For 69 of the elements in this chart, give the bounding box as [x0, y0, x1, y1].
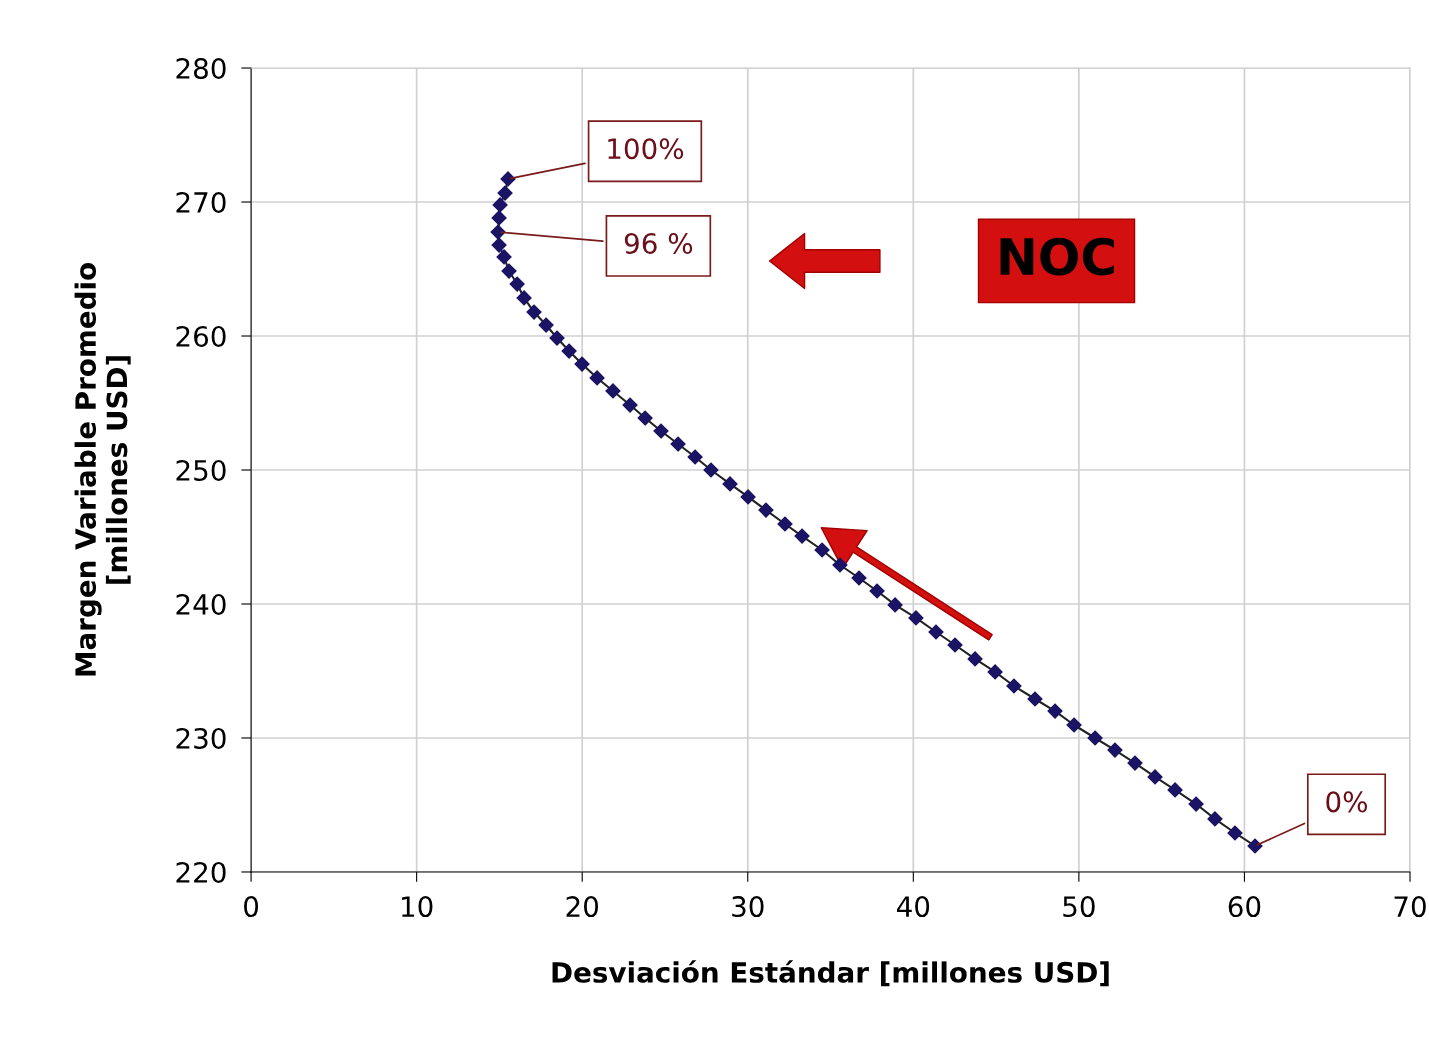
y-tick-label: 240 — [176, 593, 226, 615]
annotation: 100% — [608, 138, 684, 160]
point — [1087, 730, 1103, 746]
x-tick-label: 50 — [1063, 896, 1095, 918]
point — [1188, 796, 1204, 812]
point — [516, 290, 532, 306]
point — [1107, 742, 1123, 758]
point — [1167, 782, 1183, 798]
point — [947, 637, 963, 653]
point — [1207, 811, 1223, 827]
point — [1066, 717, 1082, 733]
annotation: 96 % — [624, 232, 693, 254]
point — [814, 542, 830, 558]
point — [777, 516, 793, 532]
point — [1027, 691, 1043, 707]
point — [491, 237, 507, 253]
x-axis-title: Desviación Estándar [millones USD] — [552, 960, 1109, 987]
point — [622, 397, 638, 413]
point — [637, 410, 653, 426]
point — [740, 489, 756, 505]
point — [589, 370, 605, 386]
point — [653, 423, 669, 439]
point — [1006, 678, 1022, 694]
annotation: NOC — [1000, 237, 1114, 276]
y-tick-label: 270 — [176, 191, 226, 213]
point — [722, 476, 738, 492]
point — [670, 436, 686, 452]
point — [501, 263, 517, 279]
x-tick-label: 70 — [1394, 896, 1426, 918]
x-tick-label: 30 — [732, 896, 764, 918]
point — [1227, 825, 1243, 841]
point — [1127, 755, 1143, 771]
point — [1047, 703, 1063, 719]
point — [549, 330, 565, 346]
y-tick-label: 280 — [176, 57, 226, 79]
point — [687, 449, 703, 465]
x-tick-label: 20 — [566, 896, 599, 918]
point — [605, 383, 621, 399]
y-axis-title: Margen Variable Promedio [millones USD] — [74, 263, 131, 676]
point — [887, 597, 903, 613]
x-tick-label: 60 — [1228, 896, 1261, 918]
point — [492, 197, 508, 213]
point — [538, 317, 554, 333]
point — [908, 610, 924, 626]
y-tick-label: 230 — [176, 727, 226, 749]
x-tick-label: 10 — [402, 896, 433, 918]
point — [869, 583, 885, 599]
point — [851, 570, 867, 586]
point — [496, 249, 512, 265]
x-tick-label: 0 — [244, 896, 259, 918]
point — [491, 210, 507, 226]
point — [758, 502, 774, 518]
point — [526, 304, 542, 320]
point — [703, 462, 719, 478]
y-tick-label: 250 — [176, 459, 226, 481]
point — [928, 624, 944, 640]
point — [1147, 769, 1163, 785]
point — [497, 185, 513, 201]
point — [509, 276, 525, 292]
point — [574, 356, 590, 372]
y-tick-label: 220 — [176, 861, 226, 883]
point — [832, 557, 848, 573]
x-tick-label: 40 — [897, 896, 930, 918]
point — [967, 651, 983, 667]
point — [794, 528, 810, 544]
annotation: 0% — [1326, 791, 1368, 813]
point — [561, 343, 577, 359]
y-tick-label: 260 — [176, 325, 226, 347]
point — [987, 664, 1003, 680]
